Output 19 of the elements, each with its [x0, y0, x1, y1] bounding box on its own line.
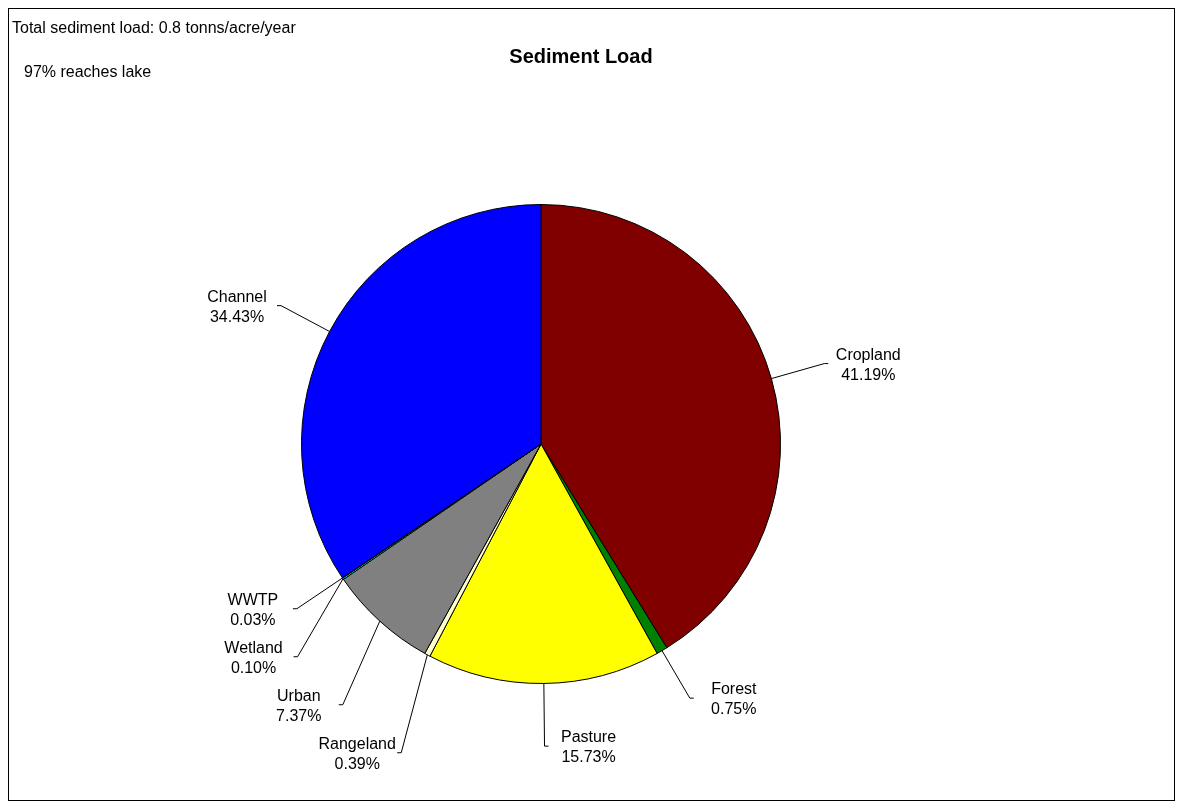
- data-label: 34.43%: [209, 307, 265, 325]
- slice-label: WWTP: [227, 590, 279, 608]
- slice-label: Pasture: [560, 728, 617, 746]
- slice-label: Channel: [207, 287, 267, 305]
- slice-label: Cropland: [835, 345, 901, 363]
- slice-label: Forest: [711, 680, 758, 698]
- slice-label: Rangeland: [318, 734, 396, 752]
- slice-label: Wetland: [224, 638, 283, 656]
- data-label: 15.73%: [561, 748, 616, 766]
- data-label: 0.75%: [711, 700, 757, 718]
- data-label: 41.19%: [841, 365, 896, 383]
- data-label: 0.10%: [230, 658, 277, 676]
- text: Total sediment load: 0.8 tonns/acre/year: [12, 19, 297, 36]
- data-label: 7.37%: [276, 706, 322, 724]
- text: 97% reaches lake: [24, 63, 152, 80]
- chart-title: Sediment Load: [509, 45, 653, 67]
- slice-label: Urban: [276, 686, 321, 704]
- data-label: 0.03%: [230, 610, 276, 628]
- data-label: 0.39%: [334, 754, 380, 772]
